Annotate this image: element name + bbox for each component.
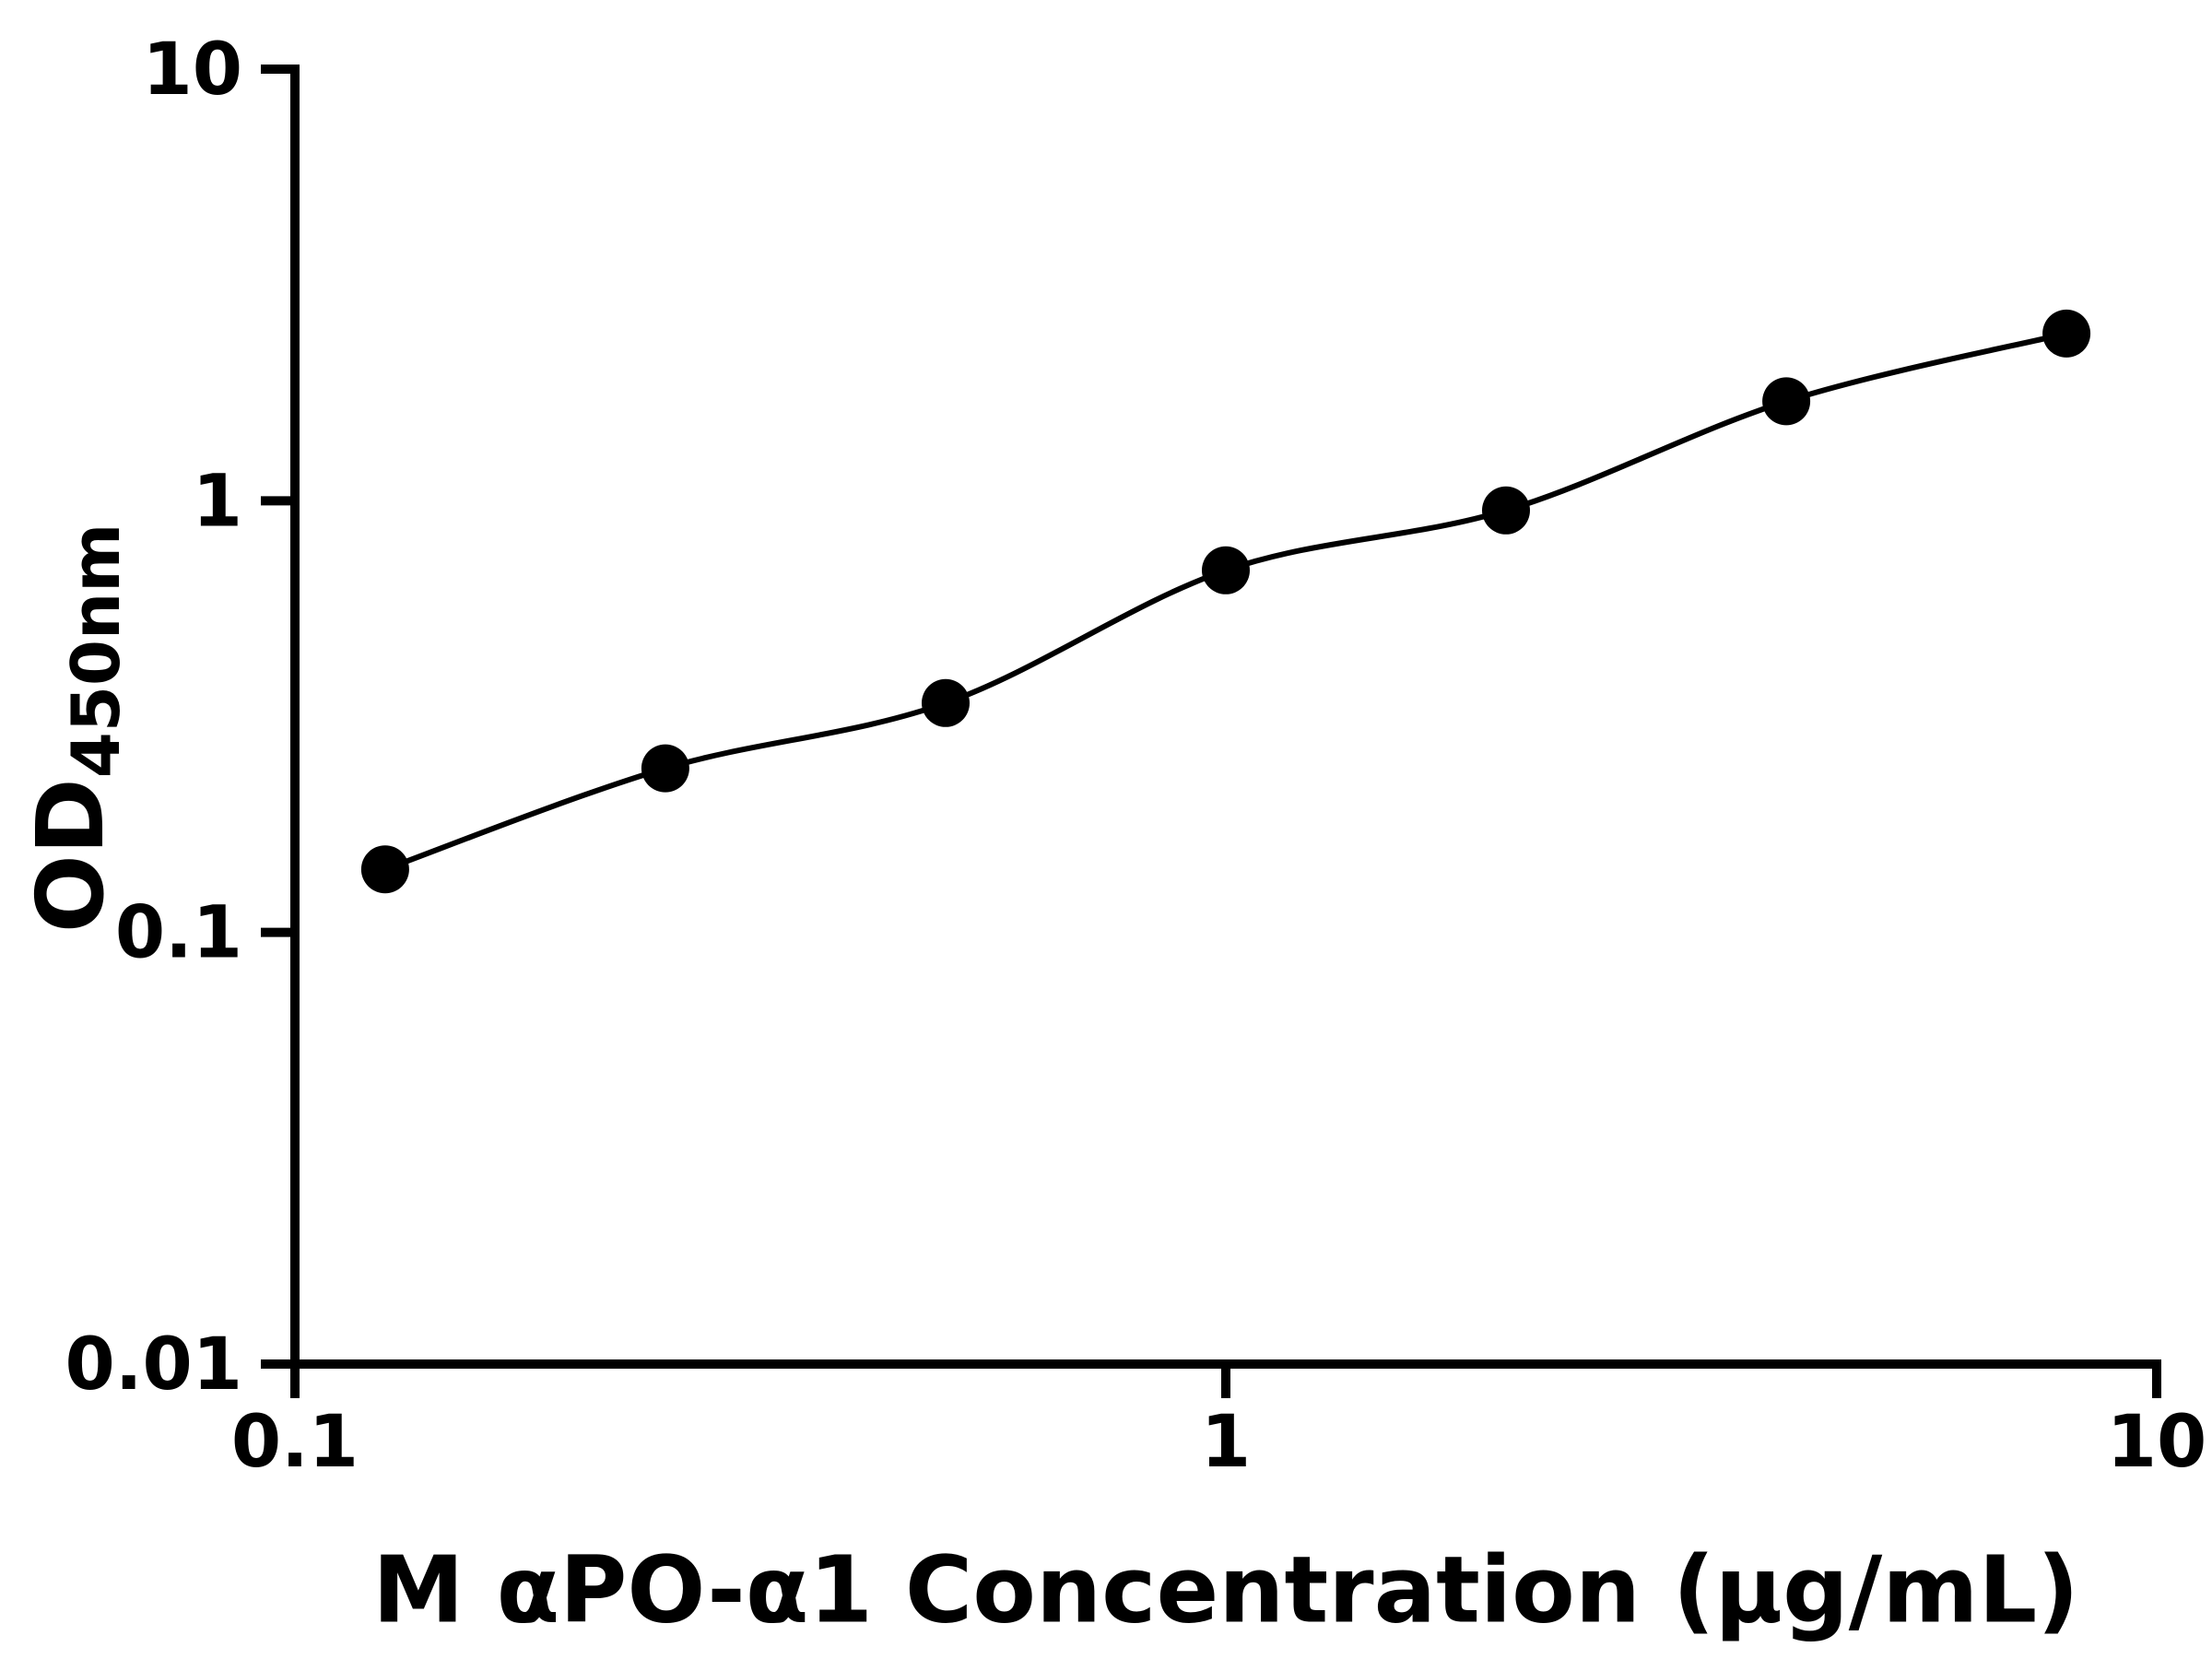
data-point-marker <box>641 744 689 793</box>
y-axis-title: OD450nm <box>17 524 135 934</box>
x-axis-tick-label: 1 <box>1201 1401 1251 1484</box>
data-point-marker <box>1202 546 1250 594</box>
x-axis-tick-label: 0.1 <box>231 1401 359 1484</box>
axes <box>290 65 2161 1369</box>
data-point-marker <box>1482 486 1530 535</box>
x-axis-tick-label: 10 <box>2107 1401 2207 1484</box>
y-axis-tick-label: 1 <box>193 460 242 543</box>
data-point-marker <box>360 845 409 894</box>
y-axis-title-subscript: 450nm <box>57 523 135 779</box>
y-axis-tick-label: 0.1 <box>115 892 242 975</box>
y-axis-tick-label: 10 <box>142 29 242 112</box>
data-point-marker <box>922 678 970 727</box>
data-point-marker <box>1762 377 1811 426</box>
x-axis-title: M αPO-α1 Concentration (μg/mL) <box>372 1535 2079 1644</box>
data-point-marker <box>2042 309 2091 358</box>
fit-curve <box>383 330 2067 873</box>
y-axis-tick-label: 0.01 <box>65 1324 242 1406</box>
y-axis-title-main: OD <box>17 778 124 934</box>
